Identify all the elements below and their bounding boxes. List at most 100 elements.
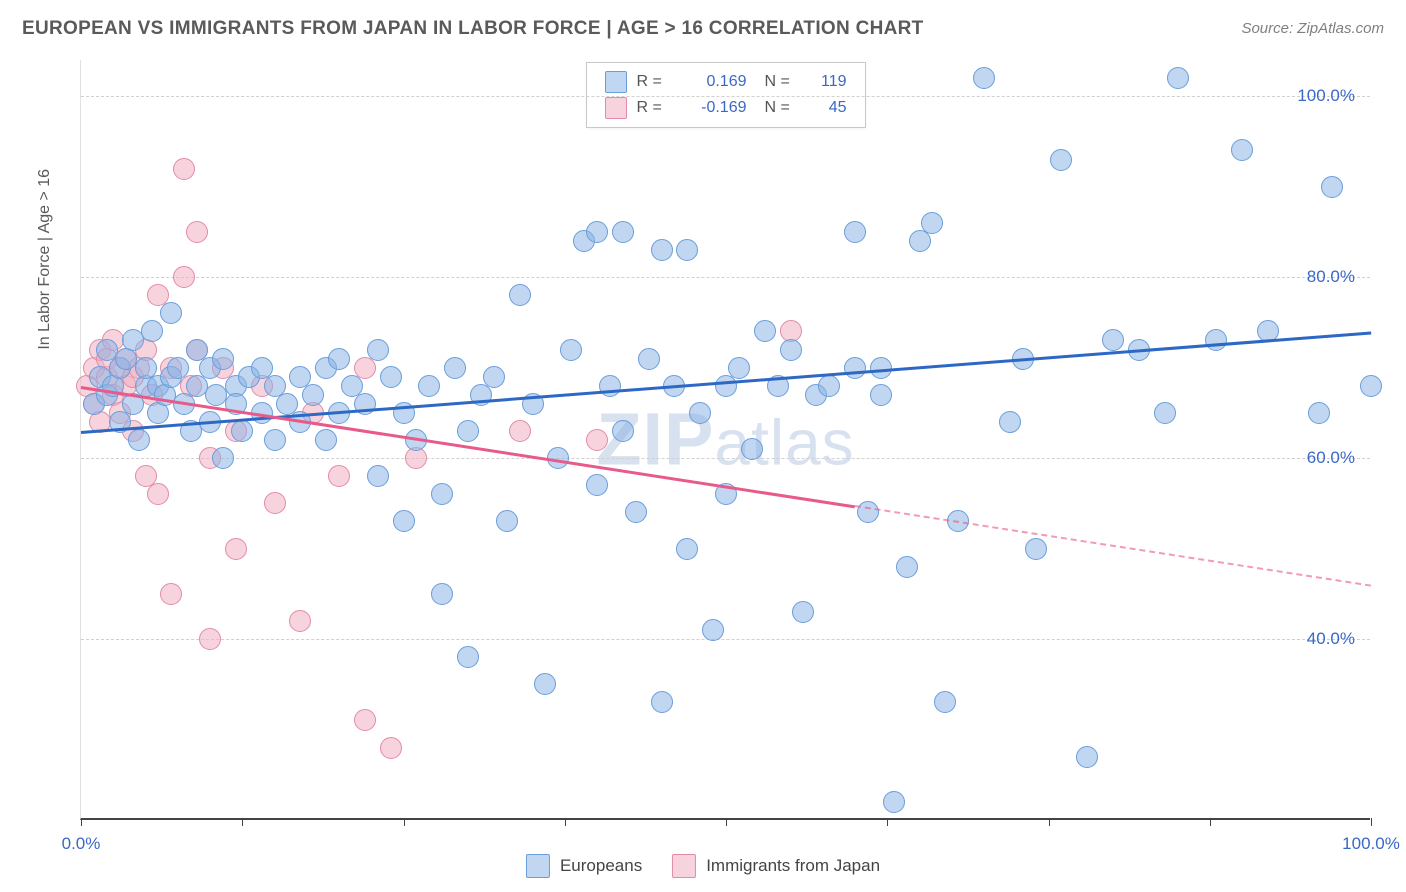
scatter-point-europeans <box>315 429 337 451</box>
scatter-point-europeans <box>167 357 189 379</box>
scatter-point-europeans <box>844 357 866 379</box>
scatter-point-europeans <box>1102 329 1124 351</box>
scatter-point-europeans <box>380 366 402 388</box>
scatter-point-europeans <box>625 501 647 523</box>
scatter-point-europeans <box>431 483 453 505</box>
scatter-point-europeans <box>857 501 879 523</box>
scatter-point-europeans <box>818 375 840 397</box>
legend-n-label: N = <box>765 73 797 91</box>
scatter-point-europeans <box>534 673 556 695</box>
scatter-point-europeans <box>212 348 234 370</box>
x-tick <box>1049 818 1050 826</box>
scatter-point-europeans <box>328 348 350 370</box>
scatter-point-europeans <box>651 239 673 261</box>
scatter-point-europeans <box>1231 139 1253 161</box>
scatter-point-japan <box>173 158 195 180</box>
scatter-point-europeans <box>780 339 802 361</box>
scatter-point-japan <box>147 483 169 505</box>
scatter-point-europeans <box>1167 67 1189 89</box>
scatter-point-europeans <box>741 438 763 460</box>
trend-line-japan-dashed <box>855 505 1371 587</box>
legend-swatch <box>605 97 627 119</box>
correlation-legend-row: R =0.169N =119 <box>605 69 847 95</box>
x-tick <box>81 818 82 826</box>
scatter-plot-area: ZIPatlas R =0.169N =119R =-0.169N =45 40… <box>80 60 1370 820</box>
scatter-point-europeans <box>921 212 943 234</box>
scatter-point-europeans <box>1025 538 1047 560</box>
y-tick-label: 40.0% <box>1307 629 1355 649</box>
scatter-point-japan <box>289 610 311 632</box>
legend-r-label: R = <box>637 99 669 117</box>
series-legend: Europeans Immigrants from Japan <box>526 854 880 878</box>
y-axis-label: In Labor Force | Age > 16 <box>36 169 54 350</box>
scatter-point-europeans <box>676 239 698 261</box>
gridline <box>81 458 1370 459</box>
scatter-point-europeans <box>586 221 608 243</box>
scatter-point-europeans <box>973 67 995 89</box>
scatter-point-japan <box>380 737 402 759</box>
x-tick <box>726 818 727 826</box>
scatter-point-europeans <box>934 691 956 713</box>
scatter-point-japan <box>264 492 286 514</box>
scatter-point-europeans <box>638 348 660 370</box>
gridline <box>81 96 1370 97</box>
chart-title: EUROPEAN VS IMMIGRANTS FROM JAPAN IN LAB… <box>22 18 924 39</box>
x-tick-label: 100.0% <box>1342 834 1400 854</box>
scatter-point-europeans <box>909 230 931 252</box>
scatter-point-europeans <box>586 474 608 496</box>
y-tick-label: 60.0% <box>1307 448 1355 468</box>
scatter-point-europeans <box>754 320 776 342</box>
watermark-text: ZIPatlas <box>596 397 854 482</box>
scatter-point-europeans <box>1050 149 1072 171</box>
scatter-point-europeans <box>509 284 531 306</box>
scatter-point-japan <box>586 429 608 451</box>
scatter-point-europeans <box>431 583 453 605</box>
scatter-point-europeans <box>231 420 253 442</box>
scatter-point-europeans <box>844 221 866 243</box>
scatter-point-japan <box>328 465 350 487</box>
scatter-point-europeans <box>1321 176 1343 198</box>
chart-header: EUROPEAN VS IMMIGRANTS FROM JAPAN IN LAB… <box>22 18 1384 48</box>
legend-r-value: 0.169 <box>679 73 747 91</box>
series-legend-item: Immigrants from Japan <box>672 854 880 878</box>
legend-n-value: 119 <box>807 73 847 91</box>
scatter-point-japan <box>173 266 195 288</box>
scatter-point-europeans <box>689 402 711 424</box>
chart-source: Source: ZipAtlas.com <box>1241 20 1384 37</box>
x-tick-label: 0.0% <box>62 834 101 854</box>
scatter-point-japan <box>186 221 208 243</box>
scatter-point-europeans <box>496 510 518 532</box>
scatter-point-europeans <box>702 619 724 641</box>
scatter-point-europeans <box>457 420 479 442</box>
correlation-legend: R =0.169N =119R =-0.169N =45 <box>586 62 866 128</box>
scatter-point-europeans <box>128 429 150 451</box>
series-legend-label: Immigrants from Japan <box>706 856 880 876</box>
scatter-point-europeans <box>870 357 892 379</box>
scatter-point-japan <box>199 628 221 650</box>
series-legend-item: Europeans <box>526 854 642 878</box>
x-tick <box>242 818 243 826</box>
scatter-point-europeans <box>651 691 673 713</box>
scatter-point-japan <box>354 709 376 731</box>
legend-swatch <box>526 854 550 878</box>
scatter-point-europeans <box>1360 375 1382 397</box>
x-tick <box>565 818 566 826</box>
scatter-point-europeans <box>457 646 479 668</box>
x-tick <box>1371 818 1372 826</box>
scatter-point-europeans <box>612 420 634 442</box>
scatter-point-europeans <box>1308 402 1330 424</box>
scatter-point-europeans <box>483 366 505 388</box>
legend-n-label: N = <box>765 99 797 117</box>
scatter-point-europeans <box>676 538 698 560</box>
scatter-point-europeans <box>1205 329 1227 351</box>
scatter-point-europeans <box>728 357 750 379</box>
scatter-point-europeans <box>367 339 389 361</box>
x-tick <box>404 818 405 826</box>
scatter-point-europeans <box>883 791 905 813</box>
scatter-point-europeans <box>418 375 440 397</box>
scatter-point-europeans <box>792 601 814 623</box>
scatter-point-europeans <box>212 447 234 469</box>
scatter-point-japan <box>225 538 247 560</box>
scatter-point-europeans <box>870 384 892 406</box>
legend-swatch <box>672 854 696 878</box>
